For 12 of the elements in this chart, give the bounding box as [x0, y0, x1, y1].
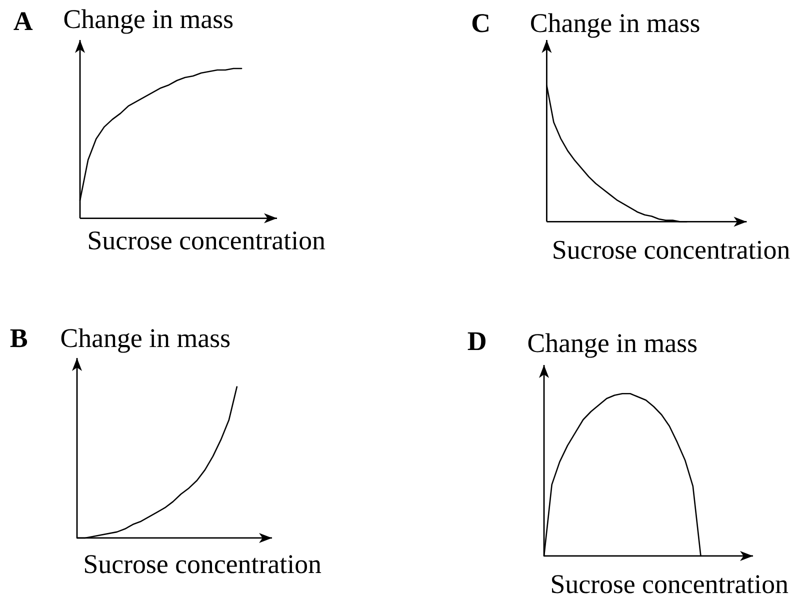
x-axis-title: Sucrose concentration — [89, 231, 326, 250]
chart-title: C — [472, 14, 488, 32]
x-axis-title: Sucrose concentration — [552, 575, 788, 594]
y-axis-title: Change in mass — [61, 328, 230, 353]
y-axis-title: Change in mass — [64, 9, 233, 34]
chart-title: B — [10, 329, 28, 348]
chart-title: D — [468, 332, 486, 350]
y-axis-title: Change in mass — [531, 13, 700, 38]
x-axis-title: Sucrose concentration — [85, 555, 322, 574]
chart-title: A — [14, 12, 33, 30]
x-axis-title: Sucrose concentration — [554, 240, 790, 259]
y-axis-title: Change in mass — [528, 333, 697, 358]
